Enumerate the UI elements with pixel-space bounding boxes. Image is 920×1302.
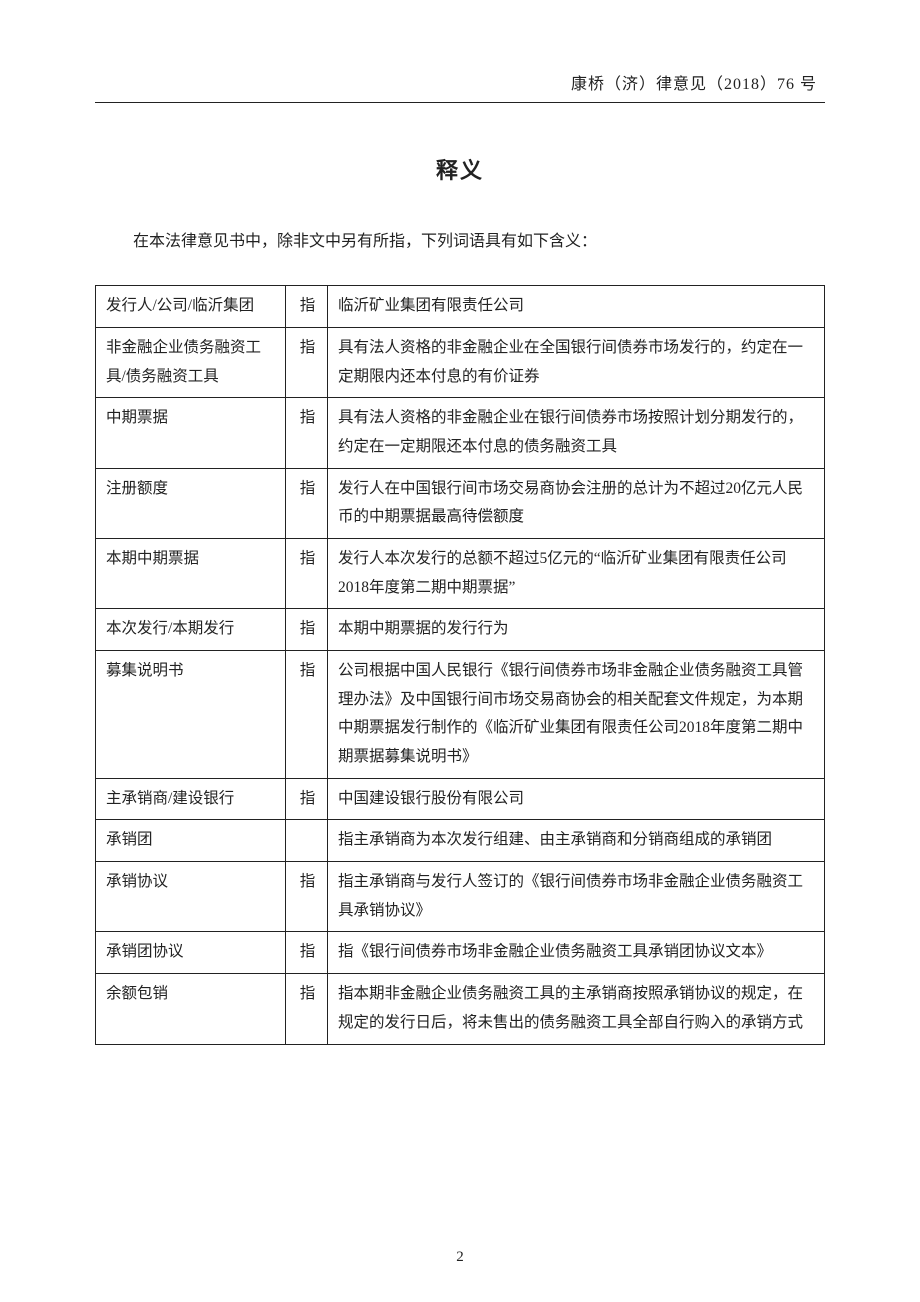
table-row: 募集说明书 指 公司根据中国人民银行《银行间债券市场非金融企业债务融资工具管理办… <box>96 651 825 779</box>
table-row: 发行人/公司/临沂集团 指 临沂矿业集团有限责任公司 <box>96 286 825 328</box>
table-row: 注册额度 指 发行人在中国银行间市场交易商协会注册的总计为不超过20亿元人民币的… <box>96 468 825 538</box>
table-row: 本次发行/本期发行 指 本期中期票据的发行行为 <box>96 609 825 651</box>
page-number: 2 <box>0 1249 920 1266</box>
intro-paragraph: 在本法律意见书中，除非文中另有所指，下列词语具有如下含义： <box>95 227 825 257</box>
meaning-cell: 本期中期票据的发行行为 <box>328 609 825 651</box>
zhi-cell: 指 <box>286 932 328 974</box>
term-cell: 余额包销 <box>96 974 286 1044</box>
meaning-cell: 具有法人资格的非金融企业在银行间债券市场按照计划分期发行的，约定在一定期限还本付… <box>328 398 825 468</box>
zhi-cell: 指 <box>286 862 328 932</box>
term-cell: 发行人/公司/临沂集团 <box>96 286 286 328</box>
zhi-cell: 指 <box>286 778 328 820</box>
zhi-cell: 指 <box>286 539 328 609</box>
meaning-cell: 指主承销商为本次发行组建、由主承销商和分销商组成的承销团 <box>328 820 825 862</box>
term-cell: 募集说明书 <box>96 651 286 779</box>
meaning-cell: 临沂矿业集团有限责任公司 <box>328 286 825 328</box>
term-cell: 注册额度 <box>96 468 286 538</box>
meaning-cell: 指本期非金融企业债务融资工具的主承销商按照承销协议的规定，在规定的发行日后，将未… <box>328 974 825 1044</box>
document-reference: 康桥（济）律意见（2018）76 号 <box>95 70 825 94</box>
meaning-cell: 发行人本次发行的总额不超过5亿元的“临沂矿业集团有限责任公司2018年度第二期中… <box>328 539 825 609</box>
term-cell: 中期票据 <box>96 398 286 468</box>
term-cell: 本期中期票据 <box>96 539 286 609</box>
header-rule <box>95 102 825 103</box>
zhi-cell <box>286 820 328 862</box>
zhi-cell: 指 <box>286 651 328 779</box>
table-row: 余额包销 指 指本期非金融企业债务融资工具的主承销商按照承销协议的规定，在规定的… <box>96 974 825 1044</box>
term-cell: 本次发行/本期发行 <box>96 609 286 651</box>
zhi-cell: 指 <box>286 328 328 398</box>
document-page: 康桥（济）律意见（2018）76 号 释义 在本法律意见书中，除非文中另有所指，… <box>0 0 920 1302</box>
zhi-cell: 指 <box>286 286 328 328</box>
meaning-cell: 发行人在中国银行间市场交易商协会注册的总计为不超过20亿元人民币的中期票据最高待… <box>328 468 825 538</box>
section-title: 释义 <box>95 153 825 185</box>
table-row: 主承销商/建设银行 指 中国建设银行股份有限公司 <box>96 778 825 820</box>
term-cell: 主承销商/建设银行 <box>96 778 286 820</box>
meaning-cell: 指《银行间债券市场非金融企业债务融资工具承销团协议文本》 <box>328 932 825 974</box>
meaning-cell: 中国建设银行股份有限公司 <box>328 778 825 820</box>
zhi-cell: 指 <box>286 398 328 468</box>
meaning-cell: 公司根据中国人民银行《银行间债券市场非金融企业债务融资工具管理办法》及中国银行间… <box>328 651 825 779</box>
meaning-cell: 具有法人资格的非金融企业在全国银行间债券市场发行的，约定在一定期限内还本付息的有… <box>328 328 825 398</box>
table-row: 非金融企业债务融资工具/债务融资工具 指 具有法人资格的非金融企业在全国银行间债… <box>96 328 825 398</box>
term-cell: 承销协议 <box>96 862 286 932</box>
term-cell: 非金融企业债务融资工具/债务融资工具 <box>96 328 286 398</box>
table-row: 承销团 指主承销商为本次发行组建、由主承销商和分销商组成的承销团 <box>96 820 825 862</box>
zhi-cell: 指 <box>286 609 328 651</box>
zhi-cell: 指 <box>286 974 328 1044</box>
zhi-cell: 指 <box>286 468 328 538</box>
term-cell: 承销团协议 <box>96 932 286 974</box>
table-row: 本期中期票据 指 发行人本次发行的总额不超过5亿元的“临沂矿业集团有限责任公司2… <box>96 539 825 609</box>
table-row: 承销协议 指 指主承销商与发行人签订的《银行间债券市场非金融企业债务融资工具承销… <box>96 862 825 932</box>
definitions-table: 发行人/公司/临沂集团 指 临沂矿业集团有限责任公司 非金融企业债务融资工具/债… <box>95 285 825 1044</box>
term-cell: 承销团 <box>96 820 286 862</box>
meaning-cell: 指主承销商与发行人签订的《银行间债券市场非金融企业债务融资工具承销协议》 <box>328 862 825 932</box>
table-row: 承销团协议 指 指《银行间债券市场非金融企业债务融资工具承销团协议文本》 <box>96 932 825 974</box>
table-row: 中期票据 指 具有法人资格的非金融企业在银行间债券市场按照计划分期发行的，约定在… <box>96 398 825 468</box>
